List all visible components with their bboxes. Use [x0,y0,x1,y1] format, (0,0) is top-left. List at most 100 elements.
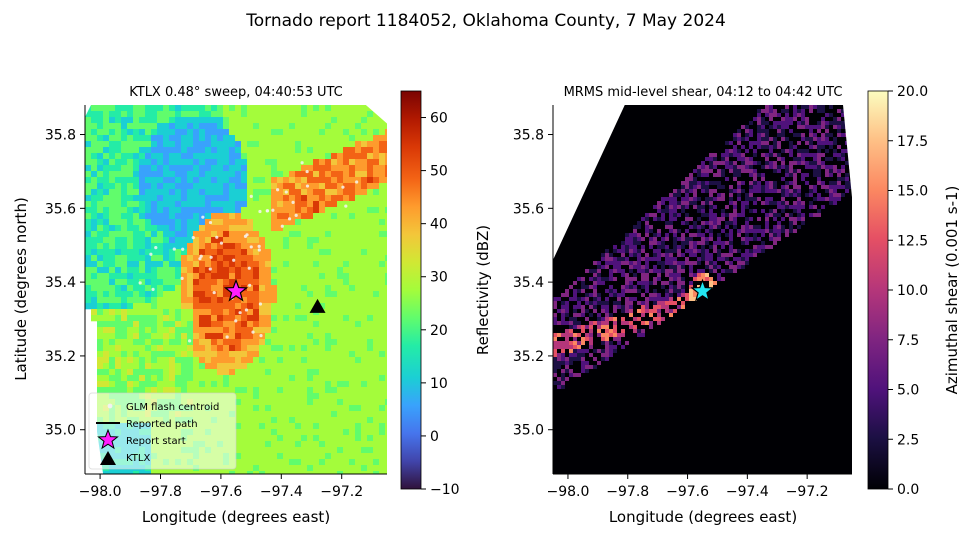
reflectivity-cell [181,357,188,364]
shear-cell [589,353,593,357]
shear-cell [597,321,601,325]
shear-cell [605,313,609,317]
reflectivity-cell [307,105,314,112]
glm-flash-centroid [212,290,216,295]
shear-cell [553,373,557,377]
reflectivity-cell [337,267,344,274]
reflectivity-cell [241,351,248,358]
reflectivity-cell [115,165,122,172]
reflectivity-cell [211,159,218,166]
reflectivity-cell [325,159,332,166]
reflectivity-cell [193,357,200,364]
reflectivity-cell [151,387,158,394]
shear-cell [781,189,785,193]
reflectivity-cell [151,141,158,148]
reflectivity-cell [265,453,272,460]
reflectivity-cell [289,213,296,220]
shear-cell [777,145,781,149]
reflectivity-cell [265,267,272,274]
reflectivity-cell [175,315,182,322]
reflectivity-cell [235,189,242,196]
shear-cell [817,153,821,157]
reflectivity-cell [109,279,116,286]
reflectivity-cell [181,309,188,316]
reflectivity-cell [331,207,338,214]
reflectivity-cell [289,393,296,400]
reflectivity-cell [223,381,230,388]
shear-cell [713,225,717,229]
shear-cell [817,145,821,149]
shear-cell [673,269,677,273]
reflectivity-cell [181,225,188,232]
reflectivity-cell [325,381,332,388]
shear-cell [689,237,693,241]
reflectivity-cell [181,153,188,160]
reflectivity-cell [361,129,368,136]
reflectivity-cell [277,201,284,208]
shear-cell [721,217,725,221]
reflectivity-cell [175,237,182,244]
shear-cell [577,297,581,301]
reflectivity-cell [241,291,248,298]
reflectivity-cell [379,333,386,340]
reflectivity-cell [301,123,308,130]
reflectivity-cell [85,207,92,214]
reflectivity-cell [103,255,110,262]
shear-cell [777,141,781,145]
reflectivity-cell [337,309,344,316]
reflectivity-cell [343,225,350,232]
reflectivity-cell [169,471,176,474]
reflectivity-cell [103,159,110,166]
reflectivity-cell [355,411,362,418]
shear-cell [833,137,837,141]
reflectivity-cell [373,411,380,418]
shear-cell [749,189,753,193]
reflectivity-cell [139,339,146,346]
shear-cell [677,297,681,301]
reflectivity-cell [379,441,386,448]
reflectivity-cell [259,315,266,322]
reflectivity-cell [157,357,164,364]
reflectivity-cell [259,429,266,436]
reflectivity-cell [241,339,248,346]
reflectivity-cell [361,243,368,250]
shear-cell [693,249,697,253]
glm-flash-centroid [191,236,195,240]
reflectivity-cell [301,315,308,322]
shear-cell [601,257,605,261]
shear-cell [661,297,665,301]
reflectivity-cell [331,357,338,364]
reflectivity-cell [307,471,314,474]
shear-cell [621,321,625,325]
shear-cell [753,249,757,253]
reflectivity-cell [133,297,140,304]
reflectivity-cell [295,225,302,232]
reflectivity-cell [241,345,248,352]
reflectivity-cell [259,411,266,418]
shear-cell [573,325,577,329]
reflectivity-cell [103,285,110,292]
reflectivity-cell [151,243,158,250]
reflectivity-cell [343,453,350,460]
reflectivity-cell [319,453,326,460]
reflectivity-cell [253,279,260,286]
reflectivity-cell [199,177,206,184]
reflectivity-cell [235,129,242,136]
shear-cell [749,173,753,177]
shear-cell [653,269,657,273]
reflectivity-cell [307,111,314,118]
reflectivity-cell [283,423,290,430]
reflectivity-cell [115,333,122,340]
reflectivity-cell [277,141,284,148]
shear-cell [669,269,673,273]
shear-cell [589,321,593,325]
shear-cell [605,249,609,253]
reflectivity-cell [355,447,362,454]
reflectivity-cell [247,279,254,286]
reflectivity-cell [109,213,116,220]
reflectivity-cell [181,303,188,310]
reflectivity-cell [349,291,356,298]
shear-cell [657,277,661,281]
shear-cell [645,217,649,221]
legend-star-shape [97,428,119,450]
